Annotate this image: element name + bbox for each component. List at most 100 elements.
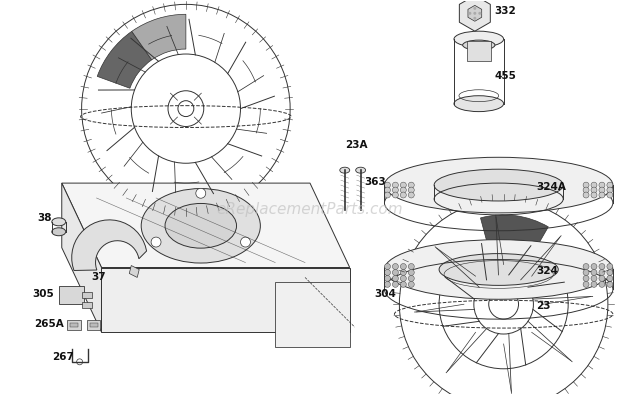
Bar bbox=[87, 320, 100, 330]
Text: 37: 37 bbox=[92, 273, 106, 282]
Ellipse shape bbox=[463, 40, 495, 50]
Ellipse shape bbox=[439, 254, 558, 285]
Ellipse shape bbox=[384, 157, 613, 213]
Circle shape bbox=[392, 187, 399, 193]
Text: 305: 305 bbox=[32, 289, 54, 299]
Circle shape bbox=[591, 269, 597, 275]
Circle shape bbox=[401, 263, 406, 269]
Circle shape bbox=[392, 269, 399, 275]
Circle shape bbox=[473, 17, 476, 20]
Circle shape bbox=[591, 275, 597, 281]
Text: 332: 332 bbox=[495, 6, 516, 16]
Polygon shape bbox=[102, 267, 350, 332]
Circle shape bbox=[392, 182, 399, 188]
Circle shape bbox=[384, 269, 391, 275]
Circle shape bbox=[607, 275, 613, 281]
Circle shape bbox=[583, 187, 589, 193]
Circle shape bbox=[241, 237, 250, 247]
Circle shape bbox=[392, 281, 399, 288]
Ellipse shape bbox=[52, 218, 66, 226]
Circle shape bbox=[384, 275, 391, 281]
Circle shape bbox=[599, 275, 605, 281]
Circle shape bbox=[591, 281, 597, 288]
Polygon shape bbox=[275, 282, 350, 347]
Text: 23A: 23A bbox=[345, 140, 367, 150]
Text: 324: 324 bbox=[536, 267, 558, 276]
Bar bbox=[82, 292, 92, 298]
Circle shape bbox=[591, 192, 597, 198]
Circle shape bbox=[599, 263, 605, 269]
Circle shape bbox=[607, 263, 613, 269]
Bar bbox=[69, 323, 78, 327]
Circle shape bbox=[401, 281, 406, 288]
Ellipse shape bbox=[141, 188, 260, 263]
Wedge shape bbox=[132, 14, 186, 60]
Circle shape bbox=[607, 281, 613, 288]
Ellipse shape bbox=[454, 96, 503, 112]
Ellipse shape bbox=[384, 240, 613, 299]
Polygon shape bbox=[72, 220, 146, 271]
Text: 265A: 265A bbox=[34, 319, 64, 329]
Circle shape bbox=[384, 182, 391, 188]
Circle shape bbox=[583, 263, 589, 269]
Circle shape bbox=[392, 263, 399, 269]
Circle shape bbox=[473, 7, 476, 10]
Text: 23: 23 bbox=[536, 301, 551, 311]
Circle shape bbox=[591, 187, 597, 193]
Circle shape bbox=[409, 182, 414, 188]
Circle shape bbox=[384, 192, 391, 198]
Polygon shape bbox=[468, 6, 482, 21]
Bar bbox=[82, 302, 92, 308]
Bar bbox=[67, 320, 81, 330]
Circle shape bbox=[607, 269, 613, 275]
Circle shape bbox=[384, 281, 391, 288]
Ellipse shape bbox=[52, 228, 66, 236]
Text: 455: 455 bbox=[495, 71, 516, 81]
Bar bbox=[89, 323, 97, 327]
Circle shape bbox=[196, 188, 206, 198]
Circle shape bbox=[409, 281, 414, 288]
Circle shape bbox=[599, 192, 605, 198]
Ellipse shape bbox=[434, 169, 563, 201]
Circle shape bbox=[401, 192, 406, 198]
Polygon shape bbox=[62, 183, 350, 267]
Circle shape bbox=[409, 187, 414, 193]
Circle shape bbox=[401, 269, 406, 275]
Circle shape bbox=[468, 12, 471, 15]
Circle shape bbox=[401, 275, 406, 281]
Circle shape bbox=[607, 187, 613, 193]
Circle shape bbox=[473, 12, 476, 15]
Circle shape bbox=[384, 263, 391, 269]
Circle shape bbox=[591, 263, 597, 269]
Circle shape bbox=[583, 182, 589, 188]
Circle shape bbox=[583, 269, 589, 275]
Text: 324A: 324A bbox=[536, 182, 566, 192]
Circle shape bbox=[599, 182, 605, 188]
Circle shape bbox=[583, 281, 589, 288]
Polygon shape bbox=[62, 183, 102, 332]
Text: eReplacementParts.com: eReplacementParts.com bbox=[216, 202, 404, 217]
Text: 304: 304 bbox=[374, 289, 396, 299]
Circle shape bbox=[151, 237, 161, 247]
Circle shape bbox=[77, 359, 82, 365]
Circle shape bbox=[392, 192, 399, 198]
Circle shape bbox=[599, 187, 605, 193]
Circle shape bbox=[607, 182, 613, 188]
Bar bbox=[467, 41, 490, 61]
Circle shape bbox=[591, 182, 597, 188]
Text: 363: 363 bbox=[365, 177, 386, 187]
Circle shape bbox=[409, 192, 414, 198]
Circle shape bbox=[392, 275, 399, 281]
Ellipse shape bbox=[454, 31, 503, 47]
Ellipse shape bbox=[356, 167, 366, 173]
Circle shape bbox=[599, 281, 605, 288]
Circle shape bbox=[478, 12, 481, 15]
Circle shape bbox=[607, 192, 613, 198]
Circle shape bbox=[409, 275, 414, 281]
Circle shape bbox=[583, 275, 589, 281]
Circle shape bbox=[401, 182, 406, 188]
Circle shape bbox=[401, 187, 406, 193]
Ellipse shape bbox=[340, 167, 350, 173]
Wedge shape bbox=[97, 31, 152, 88]
Circle shape bbox=[384, 187, 391, 193]
